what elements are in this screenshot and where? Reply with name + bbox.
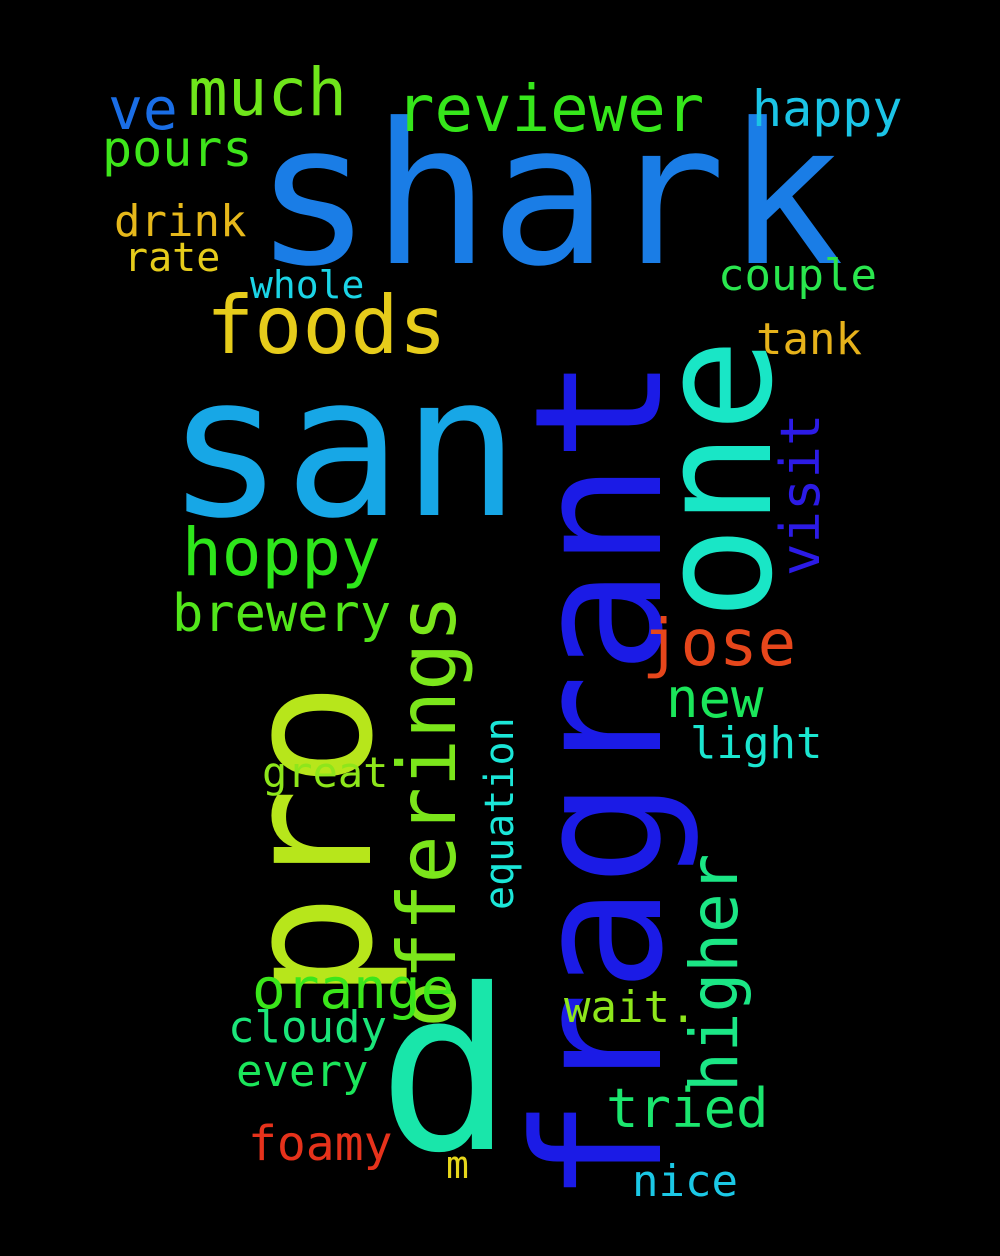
word-orange: orange — [252, 957, 455, 1022]
word-every: every — [236, 1046, 369, 1097]
word-happy: happy — [752, 80, 903, 138]
word-brewery: brewery — [172, 584, 392, 644]
word-higher: higher — [676, 853, 753, 1092]
word-new: new — [666, 667, 764, 730]
word-cloudy: cloudy — [228, 1002, 387, 1053]
word-tank: tank — [756, 314, 862, 365]
word-ve: ve — [108, 75, 178, 143]
word-d: d — [378, 941, 513, 1202]
word-pours: pours — [102, 120, 253, 178]
word-light: light — [690, 718, 823, 769]
word-whole: whole — [250, 263, 365, 307]
word-drink: drink — [114, 196, 247, 247]
word-rate: rate — [124, 235, 221, 281]
word-pro: pro — [207, 682, 412, 1000]
word-much: much — [188, 54, 347, 131]
word-jose: jose — [642, 607, 797, 681]
word-san: san — [166, 334, 521, 562]
word-nice: nice — [632, 1156, 738, 1207]
word-reviewer: reviewer — [396, 73, 705, 147]
word-shark: shark — [254, 82, 845, 310]
word-couple: couple — [718, 250, 877, 301]
word-wait: wait. — [564, 982, 697, 1033]
word-great: great — [262, 748, 389, 797]
word-visit: visit — [769, 413, 832, 576]
word-foamy: foamy — [248, 1116, 393, 1172]
word-m: m — [446, 1143, 469, 1187]
word-foods: foods — [206, 279, 447, 372]
word-hoppy: hoppy — [182, 514, 381, 591]
word-tried: tried — [606, 1077, 769, 1140]
word-equation: equation — [477, 717, 523, 910]
